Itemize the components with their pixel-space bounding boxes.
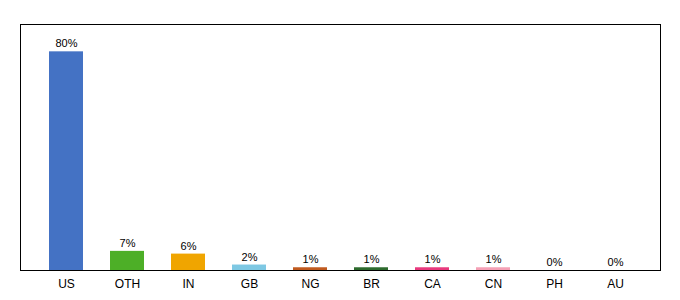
svg-text:80%: 80% <box>55 37 77 49</box>
svg-text:1%: 1% <box>303 253 319 265</box>
svg-text:NG: NG <box>302 277 320 291</box>
svg-text:0%: 0% <box>547 256 563 268</box>
svg-text:1%: 1% <box>364 253 380 265</box>
svg-text:CN: CN <box>485 277 502 291</box>
svg-text:BR: BR <box>363 277 380 291</box>
svg-text:GB: GB <box>241 277 258 291</box>
svg-text:US: US <box>58 277 75 291</box>
svg-text:6%: 6% <box>181 240 197 252</box>
svg-text:PH: PH <box>546 277 563 291</box>
svg-text:1%: 1% <box>486 253 502 265</box>
svg-text:1%: 1% <box>425 253 441 265</box>
svg-text:2%: 2% <box>242 251 258 263</box>
svg-text:7%: 7% <box>120 237 136 249</box>
svg-text:CA: CA <box>424 277 441 291</box>
svg-text:0%: 0% <box>608 256 624 268</box>
svg-text:OTH: OTH <box>115 277 140 291</box>
svg-text:AU: AU <box>607 277 624 291</box>
svg-text:IN: IN <box>183 277 195 291</box>
